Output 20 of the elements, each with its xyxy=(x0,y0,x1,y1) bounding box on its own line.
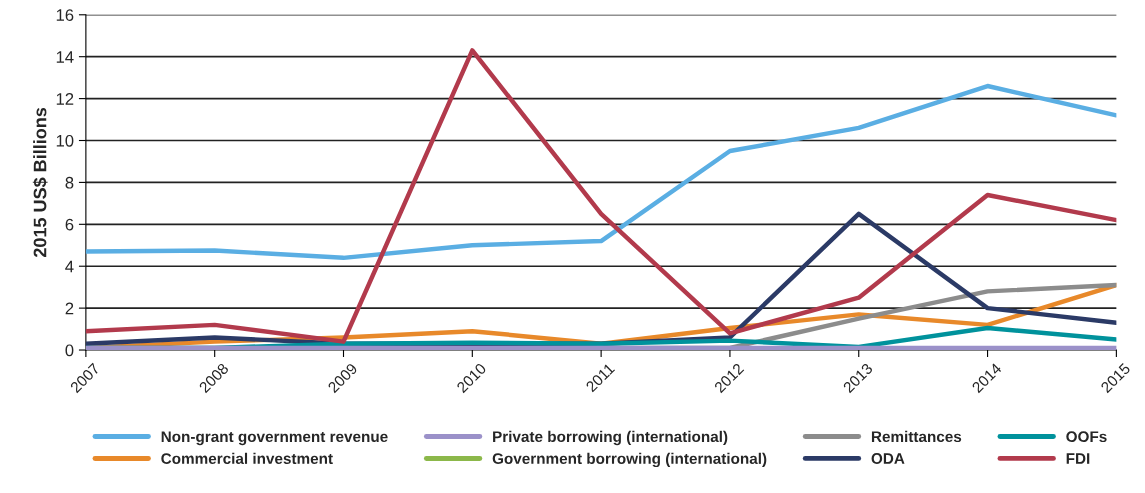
y-tick-label: 12 xyxy=(56,93,74,105)
legend-label: Private borrowing (international) xyxy=(493,430,728,446)
y-tick-label: 4 xyxy=(65,260,74,273)
y-tick-label: 14 xyxy=(56,51,74,63)
y-tick-label: 0 xyxy=(65,344,74,357)
y-tick-label: 8 xyxy=(65,176,74,189)
legend-label: Government borrowing (international) xyxy=(492,452,767,468)
legend-label: Remittances xyxy=(871,430,962,443)
legend-label: FDI xyxy=(1066,453,1090,464)
legend-label: Non-grant government revenue xyxy=(161,431,388,446)
line-series xyxy=(85,48,1117,344)
legend-label: Commercial investment xyxy=(161,452,333,464)
y-tick-label: 2 xyxy=(65,302,74,315)
legend-label: OOFs xyxy=(1066,431,1107,443)
y-tick-label: 16 xyxy=(56,9,74,21)
y-axis-title: 2015 US$ Billions xyxy=(32,107,48,258)
legend-label: ODA xyxy=(871,453,905,464)
y-tick-label: 6 xyxy=(65,218,74,231)
y-tick-label: 10 xyxy=(56,134,74,147)
line-series xyxy=(85,83,1117,261)
